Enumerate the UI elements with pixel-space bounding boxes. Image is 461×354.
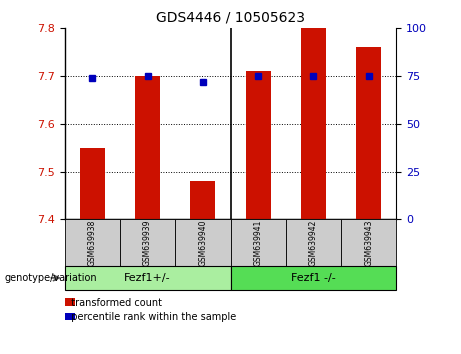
Text: GSM639943: GSM639943	[364, 219, 373, 266]
Text: Fezf1 -/-: Fezf1 -/-	[291, 273, 336, 283]
Bar	[135, 76, 160, 219]
Bar	[80, 148, 105, 219]
Bar	[356, 47, 381, 219]
Text: GSM639942: GSM639942	[309, 219, 318, 266]
Bar	[246, 72, 271, 219]
Text: GSM639941: GSM639941	[254, 219, 263, 266]
Text: percentile rank within the sample: percentile rank within the sample	[65, 312, 236, 322]
Text: GSM639940: GSM639940	[198, 219, 207, 266]
Title: GDS4446 / 10505623: GDS4446 / 10505623	[156, 10, 305, 24]
Text: GSM639938: GSM639938	[88, 219, 97, 266]
Bar	[301, 28, 326, 219]
Text: GSM639939: GSM639939	[143, 219, 152, 266]
Text: Fezf1+/-: Fezf1+/-	[124, 273, 171, 283]
Text: transformed count: transformed count	[65, 298, 161, 308]
Bar	[190, 181, 215, 219]
Text: genotype/variation: genotype/variation	[5, 273, 97, 283]
